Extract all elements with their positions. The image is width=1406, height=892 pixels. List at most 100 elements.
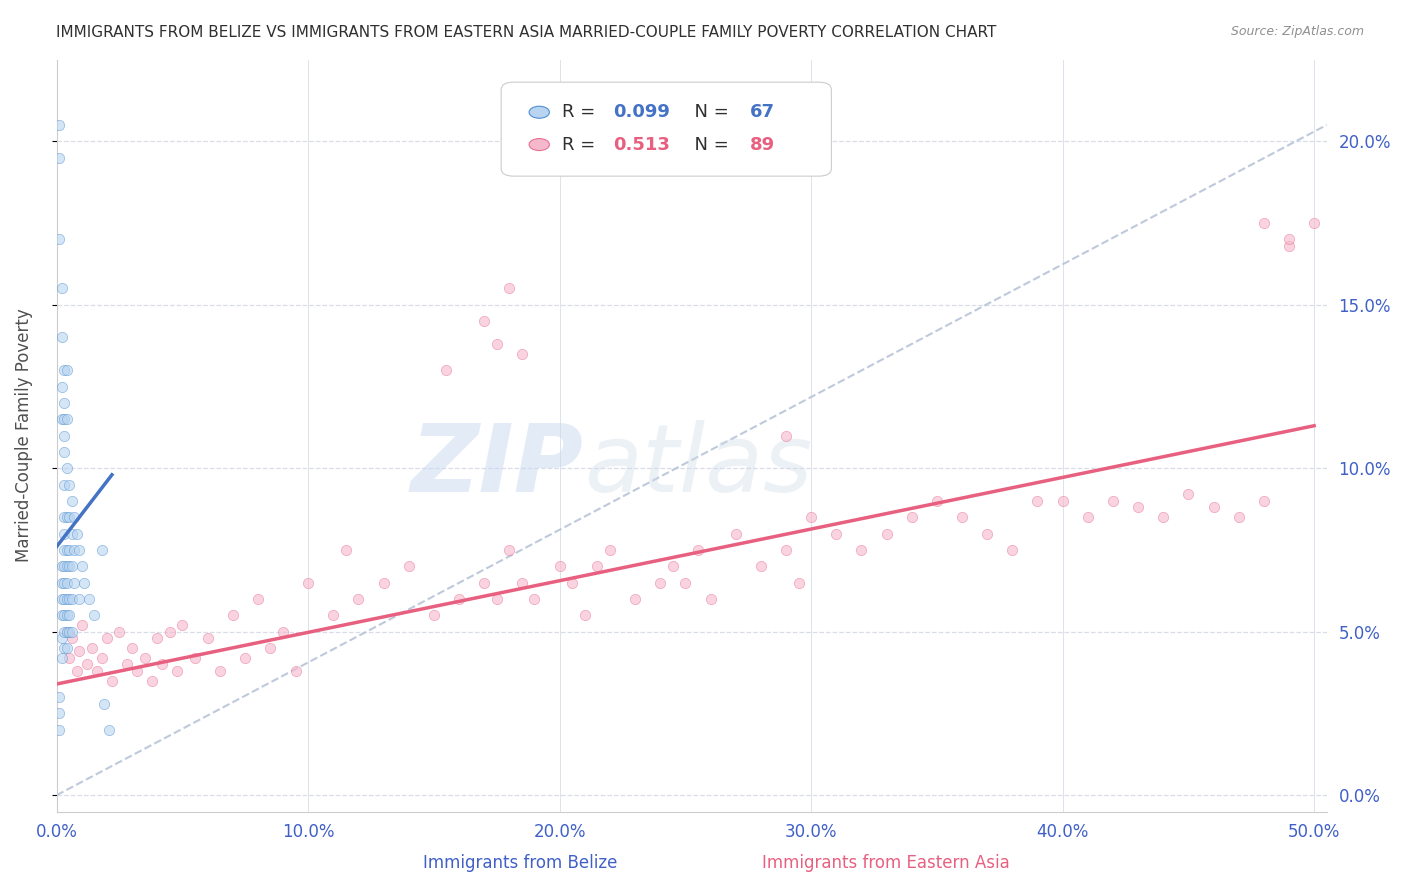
Point	[55, 592, 77, 607]
Point	[101, 673, 124, 688]
Point	[1152, 510, 1174, 524]
Point	[1253, 494, 1275, 508]
Point	[166, 664, 188, 678]
Point	[159, 624, 181, 639]
Point	[73, 575, 96, 590]
Point	[51, 651, 73, 665]
Point	[67, 592, 90, 607]
Point	[121, 641, 143, 656]
Point	[51, 412, 73, 426]
Point	[51, 281, 73, 295]
Text: N =: N =	[683, 103, 734, 121]
Point	[246, 592, 269, 607]
Point	[134, 651, 156, 665]
Point	[335, 543, 357, 558]
Point	[96, 632, 118, 646]
Point	[150, 657, 173, 672]
Point	[55, 624, 77, 639]
Point	[53, 526, 76, 541]
Point	[1227, 510, 1250, 524]
Point	[93, 697, 115, 711]
Point	[55, 363, 77, 377]
Text: Immigrants from Eastern Asia: Immigrants from Eastern Asia	[762, 855, 1010, 872]
Point	[976, 526, 998, 541]
Point	[724, 526, 747, 541]
Point	[48, 690, 70, 704]
Point	[53, 608, 76, 623]
Point	[60, 559, 83, 574]
Point	[60, 526, 83, 541]
Point	[1077, 510, 1099, 524]
Point	[53, 510, 76, 524]
Point	[699, 592, 721, 607]
Point	[55, 624, 77, 639]
Point	[1026, 494, 1049, 508]
Point	[650, 575, 672, 590]
Point	[624, 592, 647, 607]
Point	[76, 657, 98, 672]
Point	[1202, 500, 1225, 515]
Point	[825, 526, 848, 541]
Point	[53, 363, 76, 377]
Text: R =: R =	[562, 103, 602, 121]
Point	[63, 575, 86, 590]
Point	[485, 337, 508, 351]
Point	[373, 575, 395, 590]
Point	[51, 632, 73, 646]
Point	[108, 624, 131, 639]
Point	[686, 543, 709, 558]
Point	[51, 575, 73, 590]
Point	[53, 477, 76, 491]
Point	[53, 543, 76, 558]
Point	[498, 543, 520, 558]
Point	[66, 664, 89, 678]
Point	[90, 651, 112, 665]
Point	[48, 151, 70, 165]
Point	[197, 632, 219, 646]
Point	[48, 118, 70, 132]
Y-axis label: Married-Couple Family Poverty: Married-Couple Family Poverty	[15, 309, 32, 563]
Point	[1052, 494, 1074, 508]
Point	[574, 608, 596, 623]
Point	[775, 428, 797, 442]
Circle shape	[529, 138, 550, 151]
Point	[58, 543, 80, 558]
Text: 67: 67	[749, 103, 775, 121]
Point	[1126, 500, 1149, 515]
Point	[55, 543, 77, 558]
Point	[775, 543, 797, 558]
Point	[510, 575, 533, 590]
Point	[221, 608, 243, 623]
Point	[70, 559, 93, 574]
Point	[58, 651, 80, 665]
Text: N =: N =	[683, 136, 734, 153]
Point	[51, 330, 73, 344]
Point	[561, 575, 583, 590]
Point	[58, 624, 80, 639]
Point	[53, 412, 76, 426]
Point	[209, 664, 232, 678]
Point	[98, 723, 121, 737]
Point	[48, 706, 70, 721]
Point	[233, 651, 256, 665]
Point	[523, 592, 546, 607]
Point	[115, 657, 138, 672]
Point	[90, 543, 112, 558]
Point	[498, 281, 520, 295]
Point	[60, 494, 83, 508]
Point	[749, 559, 772, 574]
Point	[447, 592, 470, 607]
Point	[58, 559, 80, 574]
Point	[599, 543, 621, 558]
Point	[66, 526, 89, 541]
Point	[548, 559, 571, 574]
Point	[851, 543, 873, 558]
Point	[53, 641, 76, 656]
Point	[876, 526, 898, 541]
Point	[800, 510, 823, 524]
Point	[141, 673, 163, 688]
Point	[55, 641, 77, 656]
Point	[1102, 494, 1125, 508]
Point	[284, 664, 307, 678]
Text: atlas: atlas	[583, 420, 811, 511]
